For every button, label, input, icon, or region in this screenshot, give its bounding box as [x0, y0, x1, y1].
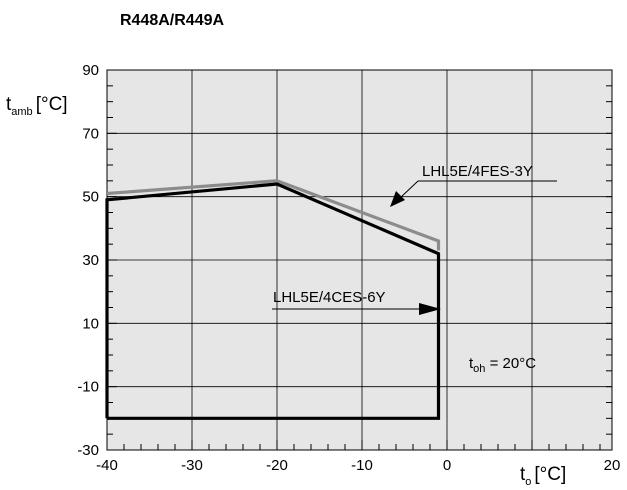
series-line-lhl5e-4ces-6y	[105, 182, 441, 420]
y-tick-label: 10	[82, 315, 99, 332]
x-tick-label: -40	[96, 457, 118, 474]
y-tick-label: 90	[82, 62, 99, 79]
minor-ticks	[107, 85, 612, 450]
x-axis-label: to [°C]	[520, 464, 566, 488]
x-tick-label: -20	[266, 457, 288, 474]
annotation-arrowhead-ces	[419, 303, 441, 315]
grid	[107, 70, 612, 450]
x-tick-label: -10	[351, 457, 373, 474]
y-tick-label: 30	[82, 252, 99, 269]
y-tick-label: -10	[77, 379, 99, 396]
annotation-toh: toh = 20°C	[469, 355, 536, 375]
annotation-label-fes: LHL5E/4FES-3Y	[422, 163, 533, 180]
y-tick-label: -30	[77, 442, 99, 459]
x-tick-label: -30	[181, 457, 203, 474]
series-group	[105, 179, 441, 420]
annotation-arrowhead-fes	[390, 191, 405, 207]
x-tick-label: 0	[443, 457, 451, 474]
annotation-label-ces: LHL5E/4CES-6Y	[273, 289, 386, 306]
y-axis-label: tamb [°C]	[6, 94, 68, 118]
annotation-arrow-fes	[399, 180, 419, 199]
y-tick-label: 50	[82, 189, 99, 206]
chart-title: R448A/R449A	[120, 12, 225, 29]
x-tick-label: 20	[604, 457, 621, 474]
y-tick-label: 70	[82, 125, 99, 142]
series-line-lhl5e-4fes-3y	[106, 179, 441, 251]
